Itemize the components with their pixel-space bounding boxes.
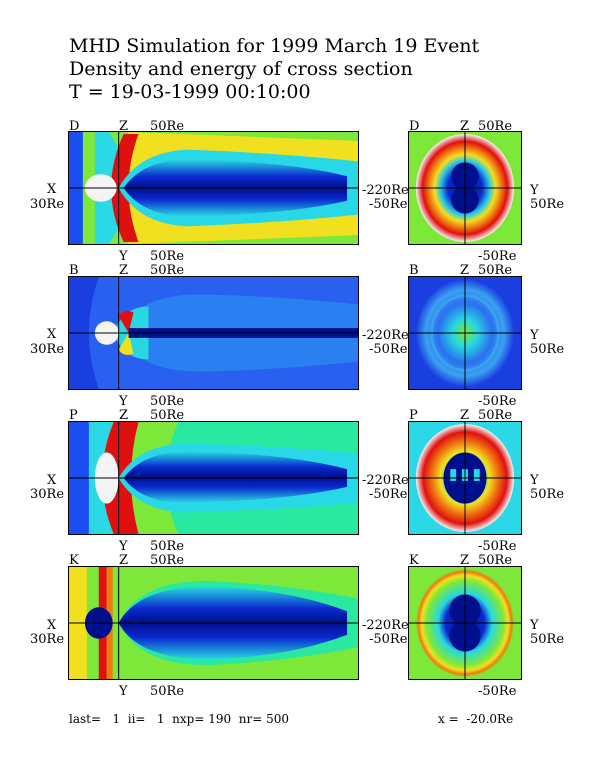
panel-p-bottom-z: Z — [119, 553, 129, 568]
panel-k-far-z: -50Re — [369, 632, 408, 647]
panel-p-bottom-extent: 50Re — [150, 539, 185, 554]
panel-b-bottom-y: Y — [119, 394, 128, 409]
panel-d-bottom-z: Z — [119, 263, 129, 278]
panel-b-cross-section — [408, 276, 522, 390]
panel-k-far-x: -220Re — [362, 618, 409, 633]
panel-d-side-view — [68, 131, 359, 245]
panel-d-bottom-extent: 50Re — [150, 249, 185, 264]
panel-p-x-extent: 30Re — [30, 487, 65, 502]
panel-b-cs-z: Z — [460, 263, 470, 278]
panel-p-cs-y: Y — [530, 473, 539, 488]
footer-x-position: x = -20.0Re — [438, 712, 514, 726]
panel-b-far-x: -220Re — [362, 328, 409, 343]
panel-d-cs-z: Z — [460, 119, 470, 134]
panel-p-letter: P — [69, 408, 78, 423]
panel-p-cs-top: 50Re — [478, 408, 513, 423]
title-line-1: MHD Simulation for 1999 March 19 Event — [69, 35, 480, 57]
panel-d-bottom-y: Y — [119, 249, 128, 264]
panel-k-cs-y: Y — [530, 618, 539, 633]
panel-k-side-view — [68, 566, 359, 680]
panel-d-cs-y-extent: 50Re — [530, 197, 565, 212]
panel-d-cs-top: 50Re — [478, 119, 513, 134]
panel-p-cross-section — [408, 421, 522, 535]
panel-d-cs-bottom: -50Re — [478, 249, 517, 264]
panel-b-cs-y: Y — [530, 328, 539, 343]
panel-d-far-z: -50Re — [369, 197, 408, 212]
panel-b-cs-letter: B — [409, 263, 419, 278]
time-stamp: T = 19-03-1999 00:10:00 — [69, 81, 311, 103]
panel-b-x-extent: 30Re — [30, 342, 65, 357]
panel-b-far-z: -50Re — [369, 342, 408, 357]
panel-p-far-z: -50Re — [369, 487, 408, 502]
panel-d-z-label: Z — [119, 119, 129, 134]
panel-b-side-view — [68, 276, 359, 390]
panel-k-bottom-extent: 50Re — [150, 684, 185, 699]
panel-k-cs-z: Z — [460, 553, 470, 568]
panel-k-x-axis: X — [47, 618, 57, 633]
panel-p-cs-letter: P — [409, 408, 418, 423]
panel-p-top-extent: 50Re — [150, 408, 185, 423]
panel-k-cs-letter: K — [409, 553, 419, 568]
panel-d-cs-y: Y — [530, 183, 539, 198]
panel-k-cs-top: 50Re — [478, 553, 513, 568]
panel-d-far-x: -220Re — [362, 183, 409, 198]
panel-d-x-extent: 30Re — [30, 197, 65, 212]
panel-b-letter: B — [69, 263, 79, 278]
panel-k-cross-section — [408, 566, 522, 680]
panel-d-letter: D — [69, 119, 80, 134]
panel-k-x-extent: 30Re — [30, 632, 65, 647]
panel-b-cs-top: 50Re — [478, 263, 513, 278]
panel-p-far-x: -220Re — [362, 473, 409, 488]
panel-d-top-extent: 50Re — [150, 119, 185, 134]
panel-b-bottom-z: Z — [119, 408, 129, 423]
panel-p-side-view — [68, 421, 359, 535]
panel-p-bottom-y: Y — [119, 539, 128, 554]
panel-k-bottom-y: Y — [119, 684, 128, 699]
panel-k-letter: K — [69, 553, 79, 568]
title-line-2: Density and energy of cross section — [69, 58, 413, 80]
panel-p-x-axis: X — [47, 473, 57, 488]
panel-k-cs-bottom: -50Re — [478, 684, 517, 699]
panel-b-cs-bottom: -50Re — [478, 394, 517, 409]
panel-p-cs-bottom: -50Re — [478, 539, 517, 554]
panel-k-cs-y-extent: 50Re — [530, 632, 565, 647]
panel-b-x-axis: X — [47, 327, 57, 342]
panel-p-cs-y-extent: 50Re — [530, 487, 565, 502]
panel-p-cs-z: Z — [460, 408, 470, 423]
panel-b-top-extent: 50Re — [150, 263, 185, 278]
panel-b-bottom-extent: 50Re — [150, 394, 185, 409]
panel-d-cs-letter: D — [409, 119, 420, 134]
panel-k-top-extent: 50Re — [150, 553, 185, 568]
panel-b-cs-y-extent: 50Re — [530, 342, 565, 357]
panel-d-x-axis: X — [47, 182, 57, 197]
panel-d-cross-section — [408, 131, 522, 245]
footer-params: last= 1 ii= 1 nxp= 190 nr= 500 — [69, 712, 289, 726]
